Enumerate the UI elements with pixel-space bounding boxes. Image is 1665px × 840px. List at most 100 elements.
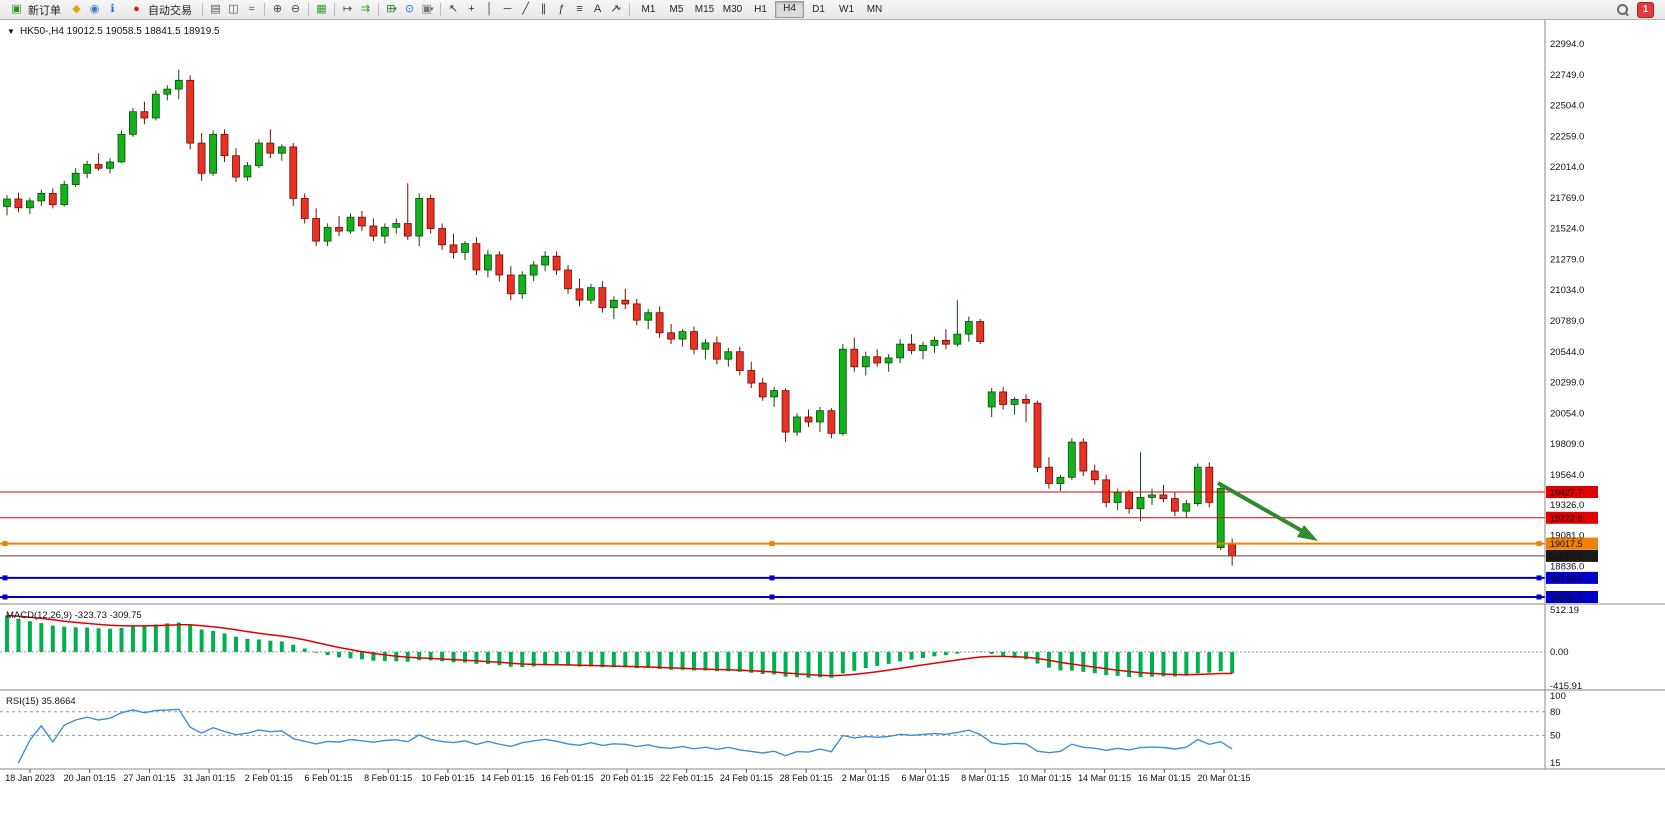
timeframe-button-m5[interactable]: M5 bbox=[669, 4, 684, 15]
up-candle bbox=[323, 226, 332, 242]
trendline-icon[interactable]: ╱ bbox=[522, 3, 529, 15]
up-candle bbox=[117, 133, 126, 163]
svg-text:19017.5: 19017.5 bbox=[1550, 539, 1583, 549]
autotrading-button[interactable]: ● 自动交易 bbox=[123, 2, 197, 18]
up-candle bbox=[1056, 476, 1065, 484]
auto-scroll-icon[interactable]: ↦ bbox=[342, 3, 353, 15]
timeframe-button-m30[interactable]: M30 bbox=[722, 4, 743, 15]
toolbar-separator bbox=[202, 3, 203, 16]
price-axis-label: 21769.0 bbox=[1550, 193, 1584, 204]
up-candle bbox=[724, 351, 733, 360]
camera-icon[interactable]: ▣ ▾ bbox=[421, 3, 434, 15]
zoom-out-icon[interactable]: ⊖ bbox=[290, 3, 301, 15]
down-candle bbox=[449, 244, 458, 253]
down-candle bbox=[300, 197, 309, 219]
down-candle bbox=[575, 288, 584, 301]
up-candle bbox=[644, 312, 653, 321]
crosshair-icon[interactable]: + bbox=[468, 3, 475, 15]
text-icon[interactable]: A bbox=[593, 3, 602, 15]
notification-badge[interactable]: 1 bbox=[1637, 1, 1654, 18]
up-candle bbox=[701, 342, 710, 350]
period-clock-icon[interactable]: ⊙ bbox=[404, 3, 415, 15]
up-candle bbox=[861, 356, 870, 368]
up-candle bbox=[461, 243, 469, 253]
chart-shift-icon[interactable]: ⇉ bbox=[360, 3, 371, 15]
down-candle bbox=[873, 356, 882, 364]
time-axis-label: 8 Feb 01:15 bbox=[364, 773, 412, 783]
up-candle bbox=[392, 223, 401, 228]
up-candle bbox=[609, 299, 618, 309]
tile-windows-icon[interactable]: ▦ bbox=[316, 3, 327, 15]
down-candle bbox=[48, 192, 57, 206]
up-candle bbox=[1193, 466, 1202, 505]
down-candle bbox=[94, 164, 103, 169]
up-candle bbox=[541, 255, 549, 266]
chart-header: ▼ HK50-,H4 19012.5 19058.5 18841.5 18919.… bbox=[7, 26, 220, 37]
up-candle bbox=[587, 287, 595, 301]
up-candle bbox=[770, 390, 778, 398]
search-icon[interactable] bbox=[1617, 3, 1629, 16]
channel-icon[interactable]: ∥ bbox=[540, 3, 547, 15]
down-candle bbox=[1102, 479, 1111, 503]
price-axis: 22994.0 22749.0 22504.0 22259.0 22014.0 21769… bbox=[1550, 39, 1584, 572]
horizontal-line-icon[interactable]: ─ bbox=[503, 3, 512, 15]
up-candle bbox=[1136, 496, 1145, 510]
timeframe-button-d1[interactable]: D1 bbox=[812, 4, 825, 15]
up-candle bbox=[346, 216, 355, 232]
down-candle bbox=[1125, 491, 1133, 510]
price-axis-label: 22994.0 bbox=[1550, 39, 1584, 50]
line-chart-icon[interactable]: ≈ bbox=[248, 3, 255, 15]
down-candle bbox=[232, 155, 240, 178]
down-candle bbox=[690, 331, 698, 350]
up-candle bbox=[518, 274, 527, 295]
down-candle bbox=[713, 342, 721, 360]
up-candle bbox=[953, 333, 962, 345]
zoom-in-icon[interactable]: ⊕ bbox=[272, 3, 283, 15]
timeframe-button-h4[interactable]: H4 bbox=[775, 1, 804, 18]
macd-axis-label: 512.19 bbox=[1550, 605, 1579, 616]
up-candle bbox=[83, 164, 91, 174]
up-candle bbox=[37, 192, 46, 202]
up-candle bbox=[3, 198, 11, 207]
time-axis-label: 28 Feb 01:15 bbox=[780, 773, 833, 783]
bar-chart-icon[interactable]: ▤ bbox=[210, 3, 221, 15]
rsi-line bbox=[17, 708, 1233, 764]
time-axis-label: 24 Feb 01:15 bbox=[720, 773, 773, 783]
horizontal-levels-icon[interactable]: ≡ bbox=[576, 3, 583, 15]
down-candle bbox=[564, 269, 572, 290]
new-chart-icon[interactable]: ⊞ ▾ bbox=[386, 3, 397, 15]
time-axis-label: 18 Jan 2023 bbox=[5, 773, 55, 783]
svg-text:18744.0: 18744.0 bbox=[1550, 573, 1583, 583]
trend-arrow-annotation[interactable] bbox=[1217, 481, 1318, 541]
new-order-button[interactable]: ▣ 新订单 bbox=[3, 2, 66, 18]
profiles-icon[interactable]: ◉ bbox=[89, 3, 100, 15]
price-axis-label: 20789.0 bbox=[1550, 316, 1584, 327]
fibonacci-icon[interactable]: ƒ bbox=[558, 3, 565, 15]
down-candle bbox=[621, 299, 630, 305]
timeframe-button-w1[interactable]: W1 bbox=[839, 4, 854, 15]
down-candle bbox=[804, 416, 813, 423]
timeframe-button-m1[interactable]: M1 bbox=[641, 4, 656, 15]
market-watch-icon[interactable]: ℹ bbox=[110, 3, 115, 15]
price-tag: 19017.5 bbox=[1546, 537, 1598, 550]
macd-axis-label: -415.91 bbox=[1550, 681, 1582, 692]
cursor-icon[interactable]: ↖ bbox=[448, 3, 459, 15]
down-candle bbox=[1033, 402, 1042, 468]
time-axis-label: 20 Jan 01:15 bbox=[64, 773, 116, 783]
time-axis-label: 8 Mar 01:15 bbox=[961, 773, 1009, 783]
time-axis-label: 2 Mar 01:15 bbox=[842, 773, 890, 783]
timeframe-button-m15[interactable]: M15 bbox=[694, 4, 715, 15]
timeframe-button-h1[interactable]: H1 bbox=[754, 4, 767, 15]
vertical-line-icon[interactable]: │ bbox=[486, 3, 493, 15]
up-candle bbox=[1148, 494, 1156, 498]
autotrading-icon: ● bbox=[133, 3, 140, 15]
time-axis-label: 6 Feb 01:15 bbox=[304, 773, 352, 783]
arrow-object-icon[interactable]: ↗ ▾ bbox=[610, 3, 621, 15]
macd-signal-line bbox=[6, 614, 1233, 677]
chart-collapse-icon[interactable]: ▼ bbox=[7, 27, 15, 36]
timeframe-button-mn[interactable]: MN bbox=[866, 4, 883, 15]
candlestick-icon[interactable]: ◫ bbox=[228, 3, 239, 15]
down-candle bbox=[850, 348, 859, 368]
indicators-icon[interactable]: ◆ bbox=[72, 3, 81, 15]
